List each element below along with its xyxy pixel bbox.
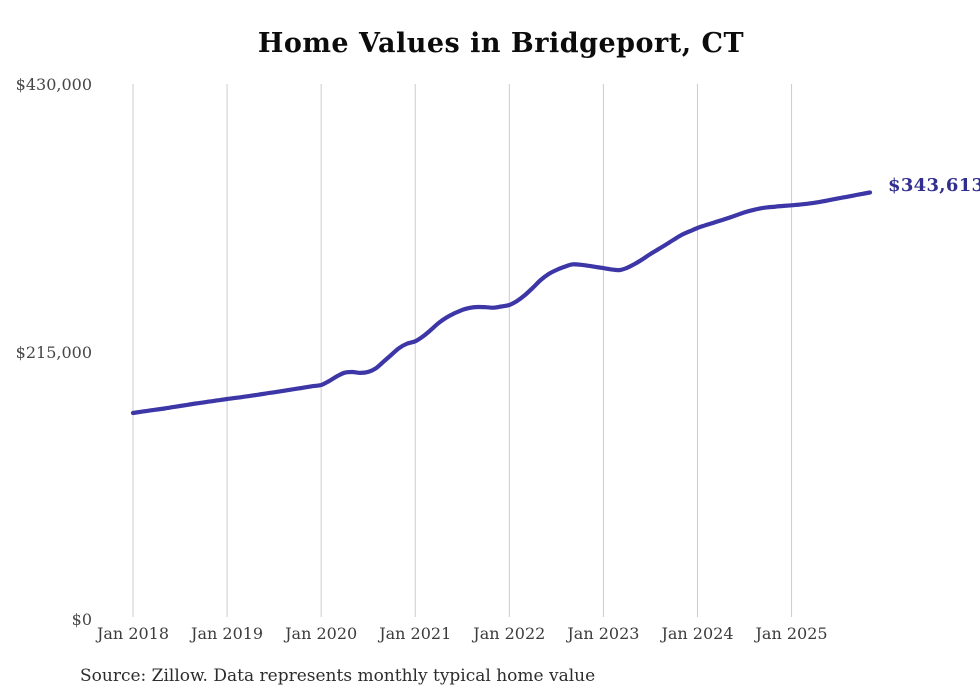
y-axis-tick-0: $0	[71, 610, 92, 629]
x-axis-tick-jan-2022: Jan 2022	[473, 624, 546, 643]
x-axis-tick-jan-2023: Jan 2023	[567, 624, 640, 643]
final-value-label: $343,613	[888, 175, 980, 196]
y-axis-tick-215000: $215,000	[15, 343, 92, 362]
x-axis-tick-jan-2021: Jan 2021	[379, 624, 452, 643]
source-note: Source: Zillow. Data represents monthly …	[80, 666, 596, 686]
x-axis-tick-jan-2024: Jan 2024	[661, 624, 734, 643]
x-axis-tick-jan-2018: Jan 2018	[96, 624, 170, 643]
x-axis-tick-jan-2025: Jan 2025	[755, 624, 828, 643]
x-axis-tick-jan-2019: Jan 2019	[191, 624, 264, 643]
x-axis-tick-jan-2020: Jan 2020	[285, 624, 358, 643]
y-axis-tick-430000: $430,000	[15, 75, 92, 94]
home-value-line	[130, 190, 873, 416]
chart-title: Home Values in Bridgeport, CT	[257, 28, 745, 59]
